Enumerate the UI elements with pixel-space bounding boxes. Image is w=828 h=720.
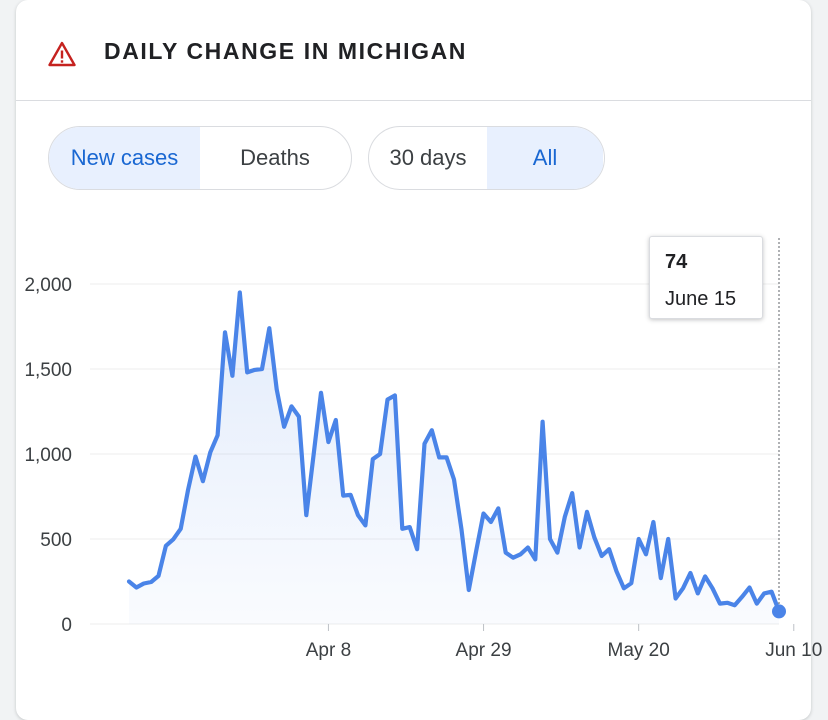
y-tick-label: 1,000 <box>24 445 72 466</box>
deaths-button[interactable]: Deaths <box>240 145 310 170</box>
highlight-point[interactable] <box>772 604 786 619</box>
y-tick-label: 0 <box>61 615 72 636</box>
series-area <box>129 292 779 624</box>
new-cases-button[interactable]: New cases <box>49 127 200 189</box>
30-days-button[interactable]: 30 days <box>389 145 467 170</box>
tooltip-date: June 15 <box>665 288 737 310</box>
x-tick-label: Jun 10 <box>765 640 822 661</box>
y-tick-label: 1,500 <box>24 360 72 381</box>
series-line-new-cases <box>126 290 782 614</box>
card-header: DAILY CHANGE IN MICHIGAN <box>16 0 811 101</box>
x-tick-label: Apr 8 <box>306 640 351 661</box>
y-tick-label: 500 <box>40 530 72 551</box>
tooltip-value: 74 <box>665 251 688 273</box>
metric-toggle: New cases Deaths <box>48 126 352 190</box>
x-tick-label: Apr 29 <box>456 640 512 661</box>
y-tick-label: 2,000 <box>24 275 72 296</box>
all-button[interactable]: All <box>487 127 603 189</box>
range-toggle: 30 days All <box>368 126 605 190</box>
line-chart[interactable]: 0 500 1,000 1,500 2,000 Apr 8 Apr 29 May 20 Jun … <box>0 0 828 693</box>
page-title: DAILY CHANGE IN MICHIGAN <box>104 38 467 64</box>
x-tick-label: May 20 <box>608 640 670 661</box>
warning-icon <box>48 41 76 67</box>
chart-tooltip: 74 June 15 <box>649 236 763 319</box>
